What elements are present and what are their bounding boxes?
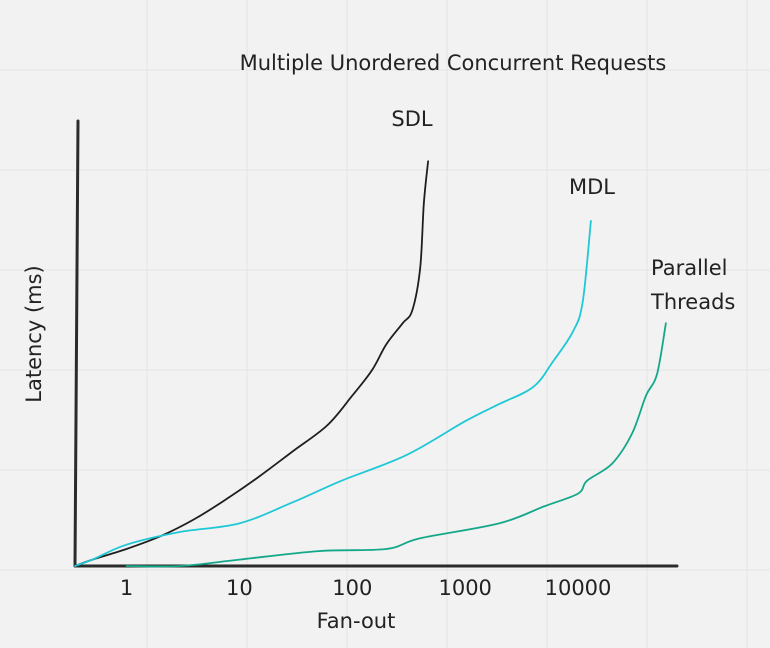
series-label: Parallel: [651, 256, 728, 280]
x-tick-label: 100: [332, 576, 372, 600]
x-tick-label: 1000: [438, 576, 491, 600]
series-layer: [74, 160, 667, 568]
series-label: MDL: [569, 175, 615, 199]
series-line-parallel-threads: [125, 322, 667, 568]
chart-title: Multiple Unordered Concurrent Requests: [240, 51, 667, 75]
x-tick-labels: 1 10 100 1000 10000: [120, 576, 612, 600]
series-line-mdl: [74, 220, 592, 567]
series-labels: SDL MDL Parallel Threads: [391, 107, 735, 314]
x-tick-label: 10000: [545, 576, 612, 600]
y-axis: [73, 119, 80, 568]
series-line-sdl: [74, 160, 429, 567]
x-axis-label: Fan-out: [317, 609, 396, 633]
series-label: SDL: [391, 107, 433, 131]
y-axis-label: Latency (ms): [22, 265, 46, 402]
series-label: Threads: [650, 290, 735, 314]
x-tick-label: 10: [226, 576, 253, 600]
x-tick-label: 1: [120, 576, 133, 600]
